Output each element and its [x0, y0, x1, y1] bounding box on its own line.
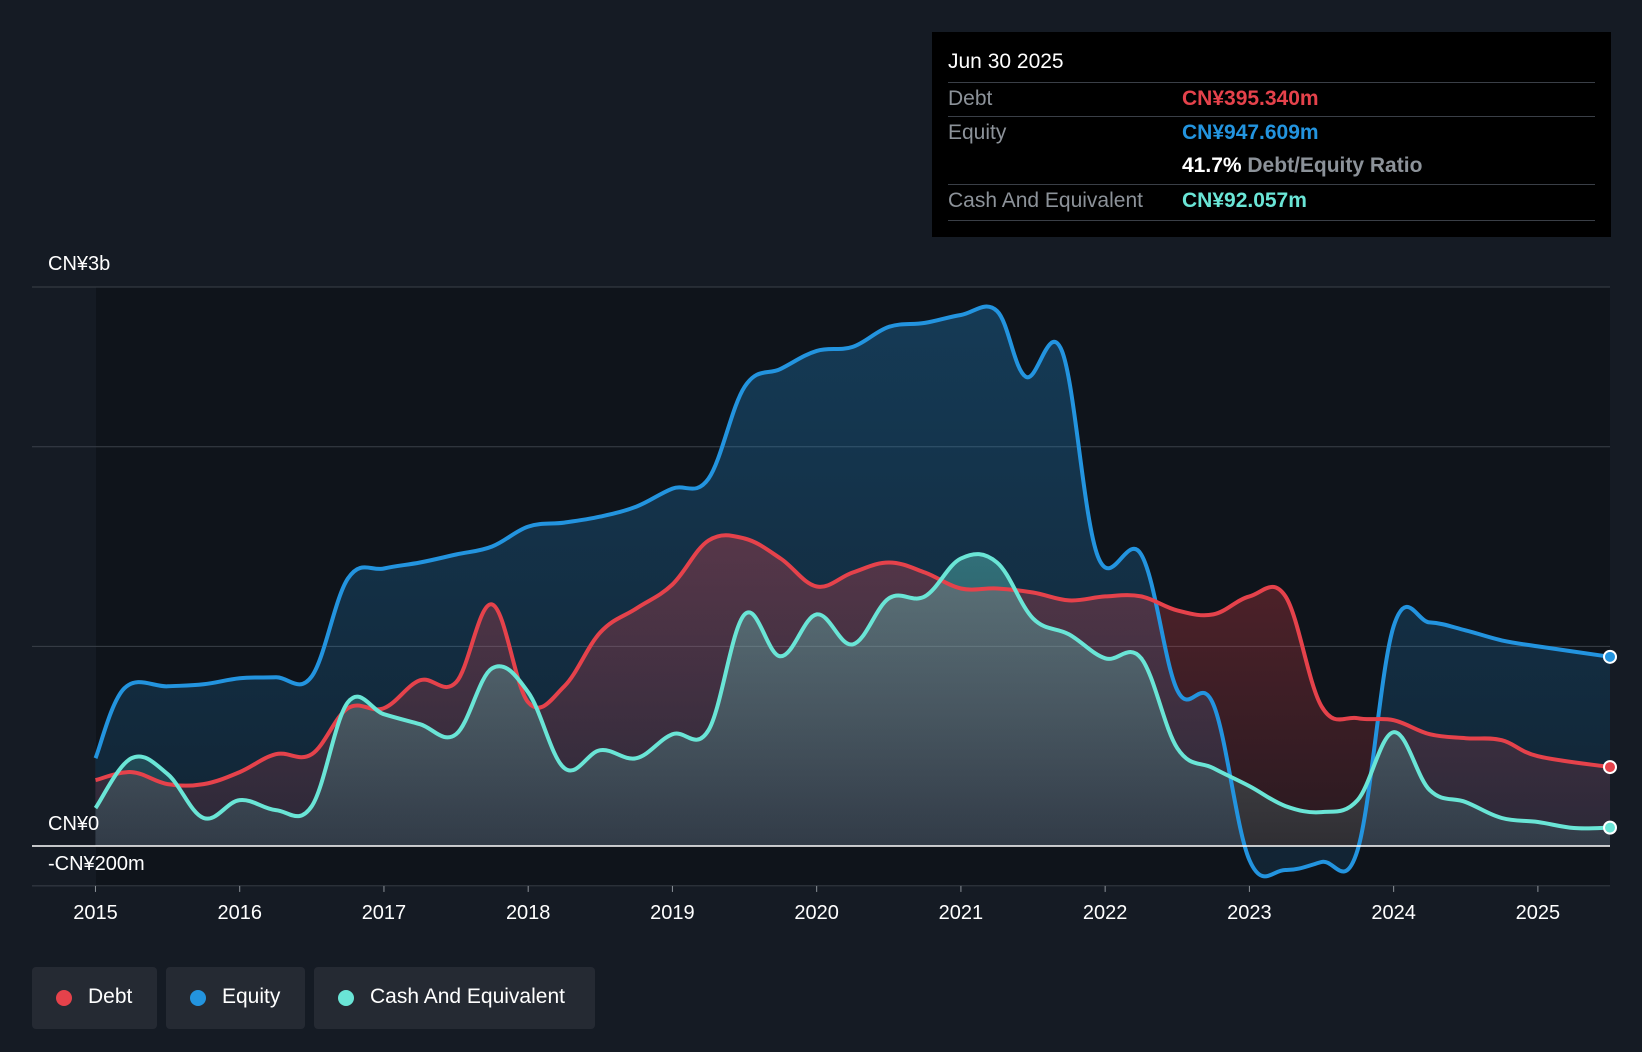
- tooltip-row-equity: Equity CN¥947.609m: [948, 116, 1595, 151]
- x-tick-label: 2020: [794, 902, 839, 924]
- x-tick-label: 2021: [939, 902, 984, 924]
- equity-end-point: [1603, 649, 1617, 664]
- tooltip-debt-value: CN¥395.340m: [1182, 87, 1319, 110]
- debt-line: [94, 533, 1611, 788]
- debt-end-point: [1603, 760, 1617, 775]
- tooltip-panel: Jun 30 2025 Debt CN¥395.340m Equity CN¥9…: [932, 32, 1611, 237]
- x-tick-label: 2024: [1371, 902, 1416, 924]
- x-tick-label: 2022: [1083, 902, 1128, 924]
- legend-item-debt[interactable]: Debt: [32, 967, 157, 1029]
- x-tick-label: 2016: [217, 902, 262, 924]
- tooltip-row-debt: Debt CN¥395.340m: [948, 82, 1595, 117]
- tooltip-date: Jun 30 2025: [948, 50, 1064, 73]
- legend-item-cash[interactable]: Cash And Equivalent: [314, 967, 595, 1029]
- y-label-zero: CN¥0: [48, 813, 99, 835]
- y-label-bottom: -CN¥200m: [48, 853, 145, 875]
- cash-area: [95, 554, 1610, 846]
- x-axis-ticks: 2015 2016 2017 2018 2019 2020 2021 2022 2023 2024…: [73, 885, 1561, 924]
- x-tick-label: 2018: [506, 902, 551, 924]
- legend-item-equity[interactable]: Equity: [166, 967, 305, 1029]
- tooltip-ratio-value: 41.7%: [1182, 154, 1242, 177]
- series-lines: [32, 304, 1611, 879]
- cash-end-point: [1603, 820, 1617, 835]
- debt-dot-icon: [56, 990, 72, 1006]
- x-tick-label: 2019: [650, 902, 695, 924]
- series-areas: [95, 306, 1610, 877]
- x-tick-label: 2017: [362, 902, 407, 924]
- x-tick-label: 2015: [73, 902, 118, 924]
- legend-debt-label: Debt: [88, 985, 133, 1008]
- tooltip-ratio: 41.7% Debt/Equity Ratio: [1182, 154, 1422, 178]
- tooltip-ratio-label: Debt/Equity Ratio: [1247, 154, 1423, 177]
- cash-line: [93, 552, 1611, 831]
- cash-dot-icon: [338, 990, 354, 1006]
- legend-cash-label: Cash And Equivalent: [370, 985, 565, 1008]
- end-markers: [1603, 649, 1617, 835]
- equity-line: [93, 304, 1611, 879]
- tooltip-debt-label: Debt: [948, 87, 993, 110]
- tooltip-equity-label: Equity: [948, 121, 1007, 144]
- tooltip-cash-value: CN¥92.057m: [1182, 189, 1307, 212]
- tooltip-cash-label: Cash And Equivalent: [948, 189, 1143, 212]
- y-label-top: CN¥3b: [48, 253, 110, 275]
- tooltip-row-cash: Cash And Equivalent CN¥92.057m: [948, 184, 1595, 219]
- tooltip-divider: [948, 220, 1595, 221]
- legend-equity-label: Equity: [222, 985, 281, 1008]
- equity-dot-icon: [190, 990, 206, 1006]
- tooltip-equity-value: CN¥947.609m: [1182, 121, 1319, 144]
- x-tick-label: 2025: [1516, 902, 1561, 924]
- x-tick-label: 2023: [1227, 902, 1272, 924]
